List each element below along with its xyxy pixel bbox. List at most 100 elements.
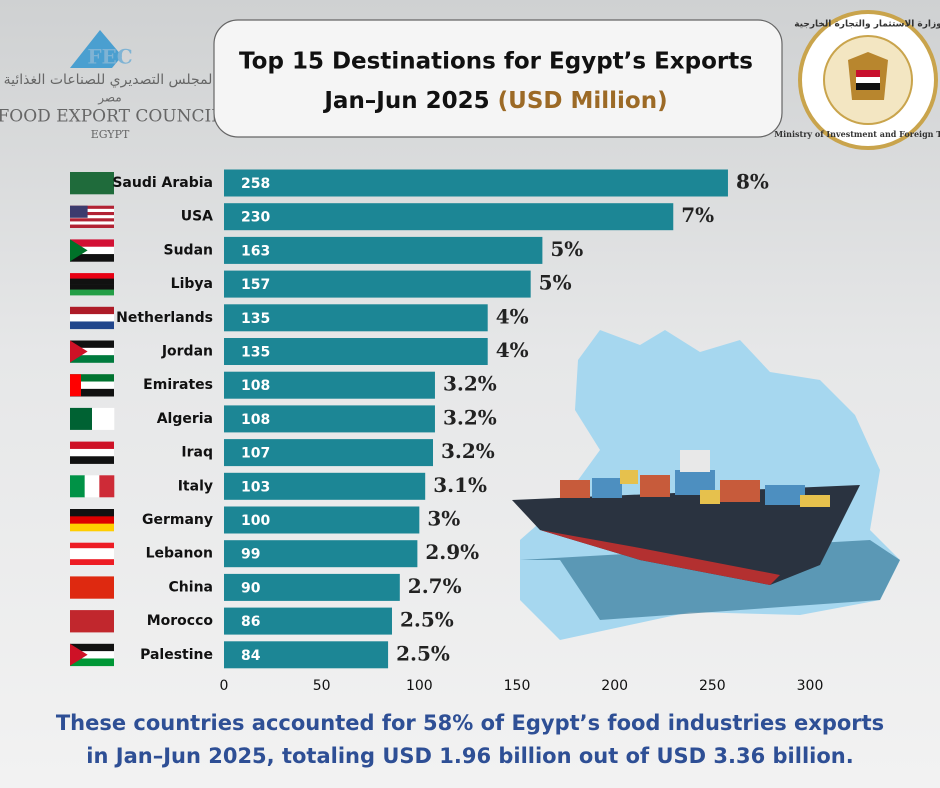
bar [224, 169, 728, 197]
value-label: 135 [241, 345, 270, 361]
flag-stripe [70, 559, 114, 565]
x-tick-label: 300 [797, 678, 824, 694]
flag-stripe [70, 576, 114, 599]
bar [224, 607, 392, 635]
category-label: Saudi Arabia [112, 175, 213, 191]
flag [70, 441, 114, 464]
value-label: 107 [241, 446, 270, 462]
flag-triangle [70, 643, 88, 666]
flag-stripe [70, 441, 114, 450]
council-arabic-country: مصر [97, 91, 121, 106]
share-label: 2.9% [425, 540, 479, 564]
share-label: 2.5% [396, 641, 450, 665]
subtitle-date: Jan–Jun 2025 [322, 88, 489, 114]
flag-stripe [70, 548, 114, 554]
share-label: 2.7% [408, 574, 462, 598]
flag [70, 475, 115, 498]
note-line: These countries accounted for 58% of Egy… [56, 711, 884, 735]
flag-stripe [84, 475, 100, 498]
value-label: 99 [241, 547, 260, 563]
flag-triangle [70, 340, 88, 363]
flag-stripe [70, 355, 114, 363]
value-label: 86 [241, 614, 260, 630]
bar [224, 371, 435, 399]
chart-title: Top 15 Destinations for Egypt’s Exports [239, 49, 753, 75]
flag-stripe [70, 273, 114, 279]
x-tick-label: 0 [220, 678, 229, 694]
category-label: Netherlands [116, 310, 213, 326]
category-label: Libya [171, 276, 213, 292]
bar [224, 405, 435, 433]
flag [70, 172, 114, 195]
ministry-seal: Ministry of Investment and Foreign Trade… [774, 10, 940, 150]
flag-stripe [70, 289, 114, 296]
flag-stripe [70, 205, 114, 210]
category-label: Italy [178, 478, 213, 494]
flag-stripe [70, 278, 114, 285]
bar [224, 472, 426, 500]
category-label: USA [181, 209, 213, 225]
flag-stripe [70, 509, 114, 517]
share-label: 3.1% [433, 473, 487, 497]
flag-stripe [99, 475, 115, 498]
flag-stripe [70, 239, 114, 248]
chart-subtitle: Jan–Jun 2025 (USD Million) [322, 88, 667, 114]
category-label: China [169, 579, 213, 595]
flag [70, 407, 115, 430]
bar [224, 270, 531, 298]
council-country: EGYPT [91, 128, 130, 141]
bar [224, 304, 488, 332]
x-tick-label: 200 [601, 678, 628, 694]
flag [70, 239, 114, 262]
share-label: 4% [496, 304, 529, 328]
value-label: 157 [241, 277, 270, 293]
value-label: 135 [241, 311, 270, 327]
bar [224, 540, 418, 568]
flag-stripe [70, 224, 114, 228]
flag-side [70, 374, 81, 397]
category-label: Palestine [140, 647, 213, 663]
share-label: 3.2% [441, 439, 495, 463]
flag-stripe [70, 516, 114, 524]
flag-stripe [70, 651, 114, 659]
share-label: 5% [539, 271, 572, 295]
flag-stripe [70, 314, 114, 322]
council-logo: FEC المجلس التصديري للصناعات الغذائية مص… [0, 30, 223, 141]
flag-stripe [70, 215, 114, 219]
value-label: 84 [241, 648, 261, 664]
share-label: 4% [496, 338, 529, 362]
value-label: 90 [241, 580, 261, 596]
share-label: 5% [550, 237, 583, 261]
category-label: Germany [142, 512, 213, 528]
value-label: 258 [241, 176, 270, 192]
note-line: in Jan–Jun 2025, totaling USD 1.96 billi… [86, 744, 853, 768]
council-abbr: FEC [87, 45, 132, 69]
share-label: 7% [681, 203, 714, 227]
flag [70, 340, 114, 363]
flag [70, 576, 114, 599]
flag-stripe [70, 218, 114, 222]
flag-stripe [70, 347, 114, 356]
flag-stripe [70, 306, 114, 315]
ministry-name: Ministry of Investment and Foreign Trade [774, 129, 940, 139]
flag-stripe [70, 374, 114, 382]
flag-stripe [70, 658, 114, 667]
flag-triangle [70, 239, 88, 262]
flag-stripe [70, 523, 114, 532]
category-label: Lebanon [146, 546, 213, 562]
value-label: 163 [241, 243, 270, 259]
title-box [213, 19, 783, 138]
x-tick-label: 100 [406, 678, 433, 694]
flag [70, 610, 114, 633]
category-label: Emirates [143, 377, 213, 393]
x-tick-label: 50 [313, 678, 331, 694]
flag-stripe [70, 284, 114, 290]
flag-stripe [70, 610, 114, 633]
flag [70, 542, 114, 565]
flag-stripe [70, 381, 114, 390]
flag-canton [70, 205, 88, 218]
value-label: 108 [241, 412, 270, 428]
flag-stripe [70, 208, 114, 213]
flag-stripe [70, 643, 114, 652]
